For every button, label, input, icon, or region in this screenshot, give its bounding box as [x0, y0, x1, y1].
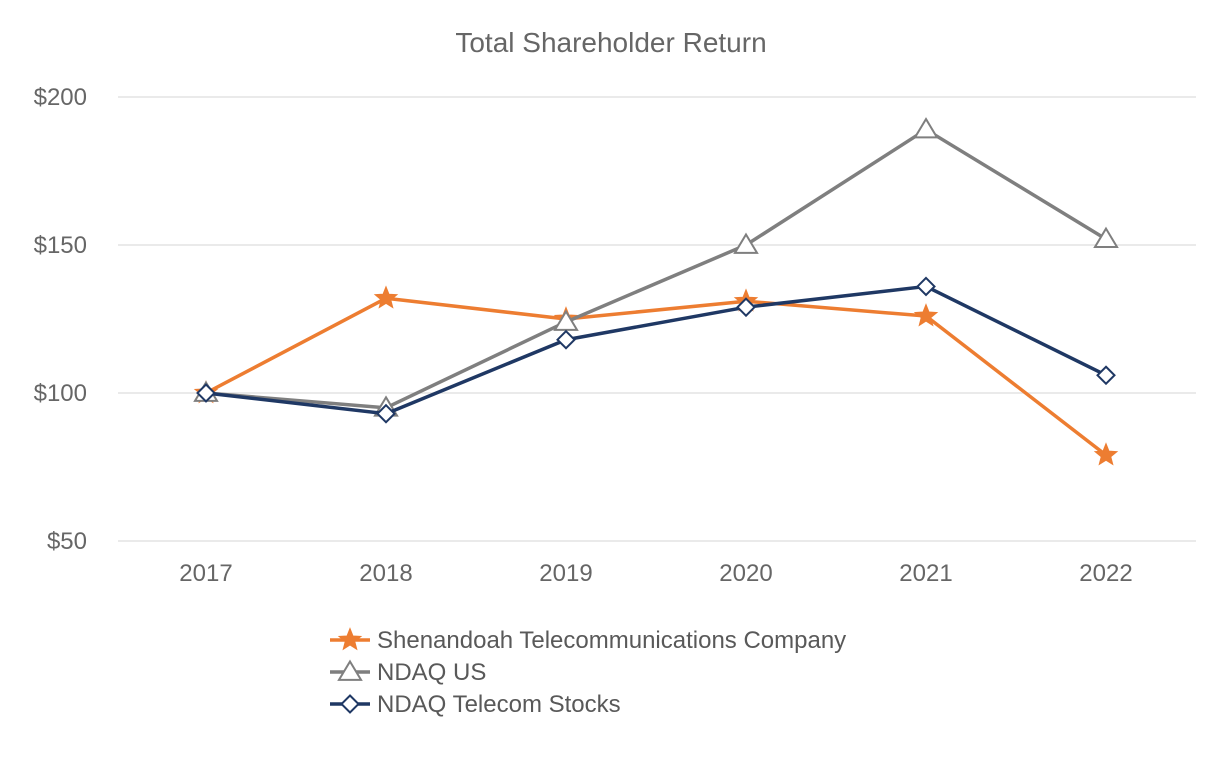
x-tick-label: 2017 — [179, 560, 232, 587]
data-point-diamond — [196, 383, 216, 403]
series-2 — [196, 276, 1116, 424]
data-point-triangle — [733, 232, 759, 254]
y-axis-tick-labels: $50 $100 $150 $200 — [34, 84, 87, 555]
legend: Shenandoah Telecommunications Company NDA… — [330, 627, 846, 718]
gridlines — [118, 96, 1196, 542]
x-tick-label: 2020 — [719, 560, 772, 587]
chart-title: Total Shareholder Return — [455, 27, 766, 58]
series-1 — [193, 117, 1119, 417]
data-point-diamond — [736, 297, 756, 318]
x-axis-tick-labels: 2017 2018 2019 2020 2021 2022 — [179, 560, 1132, 587]
y-tick-label: $100 — [34, 380, 87, 407]
data-series — [193, 117, 1119, 466]
legend-label: NDAQ Telecom Stocks — [377, 691, 621, 718]
legend-item: NDAQ US — [330, 659, 486, 686]
x-tick-label: 2022 — [1079, 560, 1132, 587]
data-point-diamond — [556, 329, 576, 350]
y-tick-label: $200 — [34, 84, 87, 111]
data-point-star — [913, 303, 939, 327]
series-line — [204, 284, 1108, 416]
data-point-star — [373, 285, 399, 309]
x-tick-label: 2019 — [539, 560, 592, 587]
data-point-triangle — [913, 117, 939, 139]
series-line — [204, 127, 1108, 410]
y-tick-label: $150 — [34, 232, 87, 259]
legend-marker-diamond — [340, 694, 360, 714]
x-tick-label: 2021 — [899, 560, 952, 587]
data-point-triangle — [553, 309, 579, 331]
data-point-star — [1093, 442, 1119, 466]
data-point-diamond — [376, 403, 396, 424]
series-line — [204, 296, 1108, 457]
legend-marker-triangle — [337, 659, 363, 681]
legend-label: NDAQ US — [377, 659, 486, 686]
legend-marker-star — [337, 627, 363, 651]
data-point-triangle — [1093, 226, 1119, 248]
data-point-diamond — [1096, 365, 1116, 386]
legend-item: NDAQ Telecom Stocks — [330, 691, 621, 718]
legend-item: Shenandoah Telecommunications Company — [330, 627, 846, 654]
x-tick-label: 2018 — [359, 560, 412, 587]
y-tick-label: $50 — [47, 528, 87, 555]
legend-label: Shenandoah Telecommunications Company — [377, 627, 846, 654]
data-point-diamond — [916, 276, 936, 297]
